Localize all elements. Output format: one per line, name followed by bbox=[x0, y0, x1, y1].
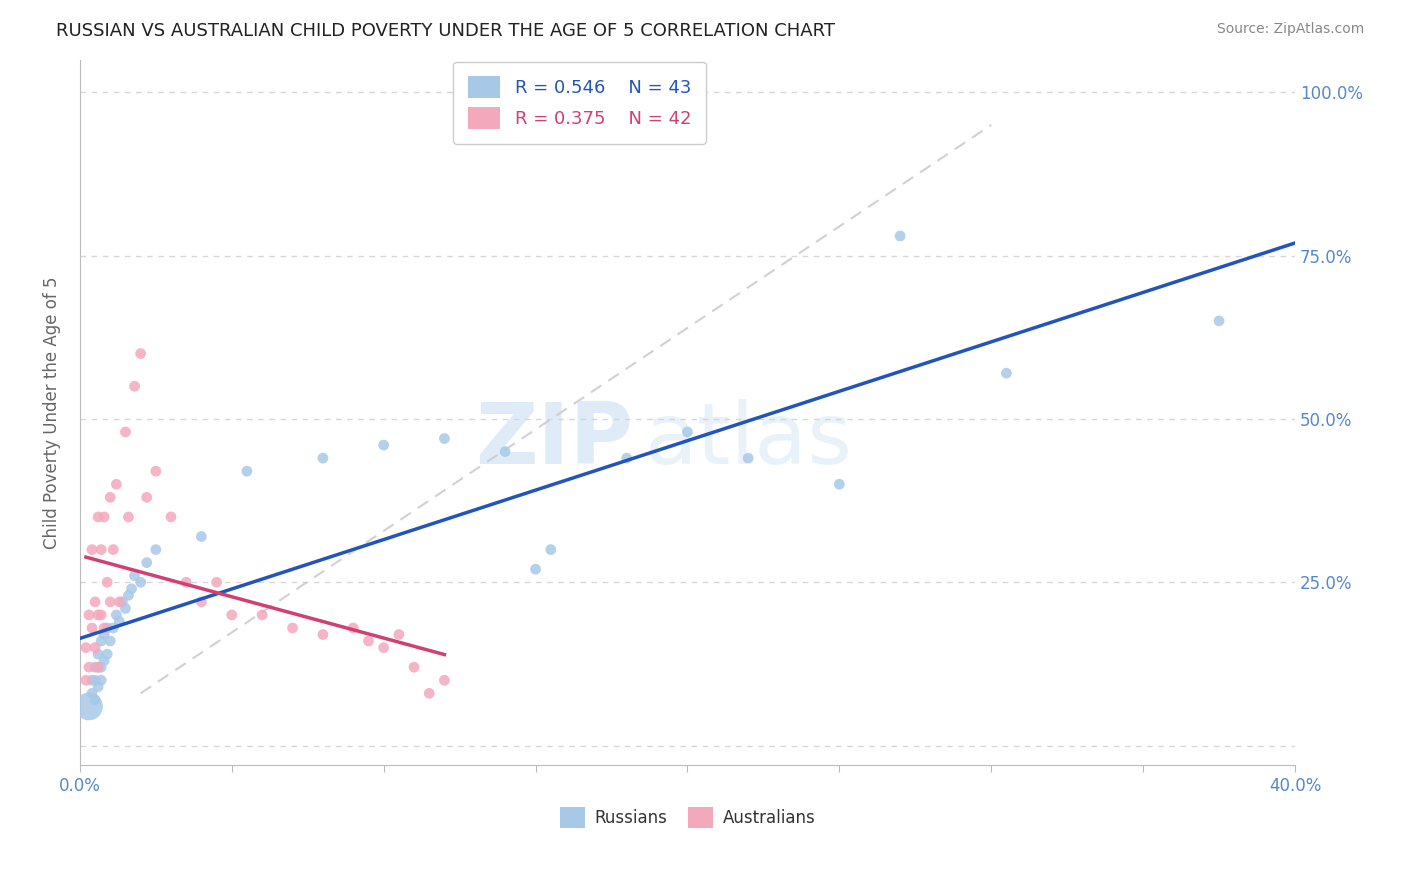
Point bbox=[87, 607, 110, 622]
Point bbox=[96, 575, 118, 590]
Point bbox=[135, 556, 157, 570]
Point bbox=[87, 680, 110, 694]
Point bbox=[221, 607, 243, 622]
Point bbox=[80, 621, 103, 635]
Point bbox=[236, 464, 259, 478]
Point bbox=[90, 660, 112, 674]
Point bbox=[676, 425, 699, 439]
Point bbox=[145, 464, 167, 478]
Point bbox=[93, 510, 115, 524]
Point bbox=[77, 660, 100, 674]
Point bbox=[84, 693, 107, 707]
Point bbox=[103, 542, 125, 557]
Point bbox=[75, 640, 97, 655]
Point bbox=[90, 673, 112, 688]
Point bbox=[103, 621, 125, 635]
Point bbox=[121, 582, 143, 596]
Text: ZIP: ZIP bbox=[475, 399, 633, 482]
Point bbox=[77, 699, 100, 714]
Point bbox=[98, 634, 121, 648]
Point bbox=[737, 451, 759, 466]
Point bbox=[124, 379, 146, 393]
Point bbox=[75, 673, 97, 688]
Point bbox=[108, 595, 131, 609]
Point bbox=[84, 640, 107, 655]
Legend: Russians, Australians: Russians, Australians bbox=[553, 801, 823, 834]
Text: Source: ZipAtlas.com: Source: ZipAtlas.com bbox=[1216, 22, 1364, 37]
Point bbox=[129, 575, 152, 590]
Point bbox=[124, 568, 146, 582]
Point bbox=[98, 595, 121, 609]
Point bbox=[889, 229, 911, 244]
Point bbox=[524, 562, 547, 576]
Point bbox=[190, 595, 212, 609]
Point bbox=[373, 640, 395, 655]
Point bbox=[540, 542, 562, 557]
Point bbox=[96, 621, 118, 635]
Point bbox=[105, 477, 128, 491]
Point bbox=[90, 542, 112, 557]
Point bbox=[494, 444, 516, 458]
Point bbox=[402, 660, 425, 674]
Point bbox=[312, 451, 335, 466]
Point bbox=[145, 542, 167, 557]
Point bbox=[160, 510, 183, 524]
Point bbox=[190, 529, 212, 543]
Point bbox=[433, 432, 456, 446]
Point bbox=[80, 686, 103, 700]
Point bbox=[135, 491, 157, 505]
Point bbox=[174, 575, 197, 590]
Point bbox=[1208, 314, 1230, 328]
Point bbox=[433, 673, 456, 688]
Point bbox=[616, 451, 638, 466]
Text: RUSSIAN VS AUSTRALIAN CHILD POVERTY UNDER THE AGE OF 5 CORRELATION CHART: RUSSIAN VS AUSTRALIAN CHILD POVERTY UNDE… bbox=[56, 22, 835, 40]
Point bbox=[93, 654, 115, 668]
Point bbox=[90, 607, 112, 622]
Point bbox=[373, 438, 395, 452]
Point bbox=[87, 660, 110, 674]
Point bbox=[250, 607, 273, 622]
Point bbox=[87, 647, 110, 661]
Point bbox=[80, 673, 103, 688]
Point bbox=[84, 595, 107, 609]
Point bbox=[108, 615, 131, 629]
Point bbox=[342, 621, 364, 635]
Point bbox=[418, 686, 440, 700]
Point bbox=[87, 660, 110, 674]
Point bbox=[111, 595, 134, 609]
Point bbox=[828, 477, 851, 491]
Point bbox=[98, 491, 121, 505]
Point bbox=[281, 621, 304, 635]
Point bbox=[90, 634, 112, 648]
Point bbox=[114, 425, 136, 439]
Point bbox=[77, 607, 100, 622]
Point bbox=[84, 673, 107, 688]
Point bbox=[129, 346, 152, 360]
Point bbox=[117, 588, 139, 602]
Point bbox=[93, 621, 115, 635]
Point bbox=[357, 634, 380, 648]
Point bbox=[995, 366, 1018, 380]
Point bbox=[388, 627, 411, 641]
Point bbox=[93, 627, 115, 641]
Point bbox=[80, 542, 103, 557]
Point bbox=[205, 575, 228, 590]
Point bbox=[117, 510, 139, 524]
Point bbox=[114, 601, 136, 615]
Point bbox=[96, 647, 118, 661]
Point bbox=[312, 627, 335, 641]
Point bbox=[84, 660, 107, 674]
Point bbox=[105, 607, 128, 622]
Point bbox=[87, 510, 110, 524]
Text: atlas: atlas bbox=[645, 399, 853, 482]
Y-axis label: Child Poverty Under the Age of 5: Child Poverty Under the Age of 5 bbox=[44, 277, 60, 549]
